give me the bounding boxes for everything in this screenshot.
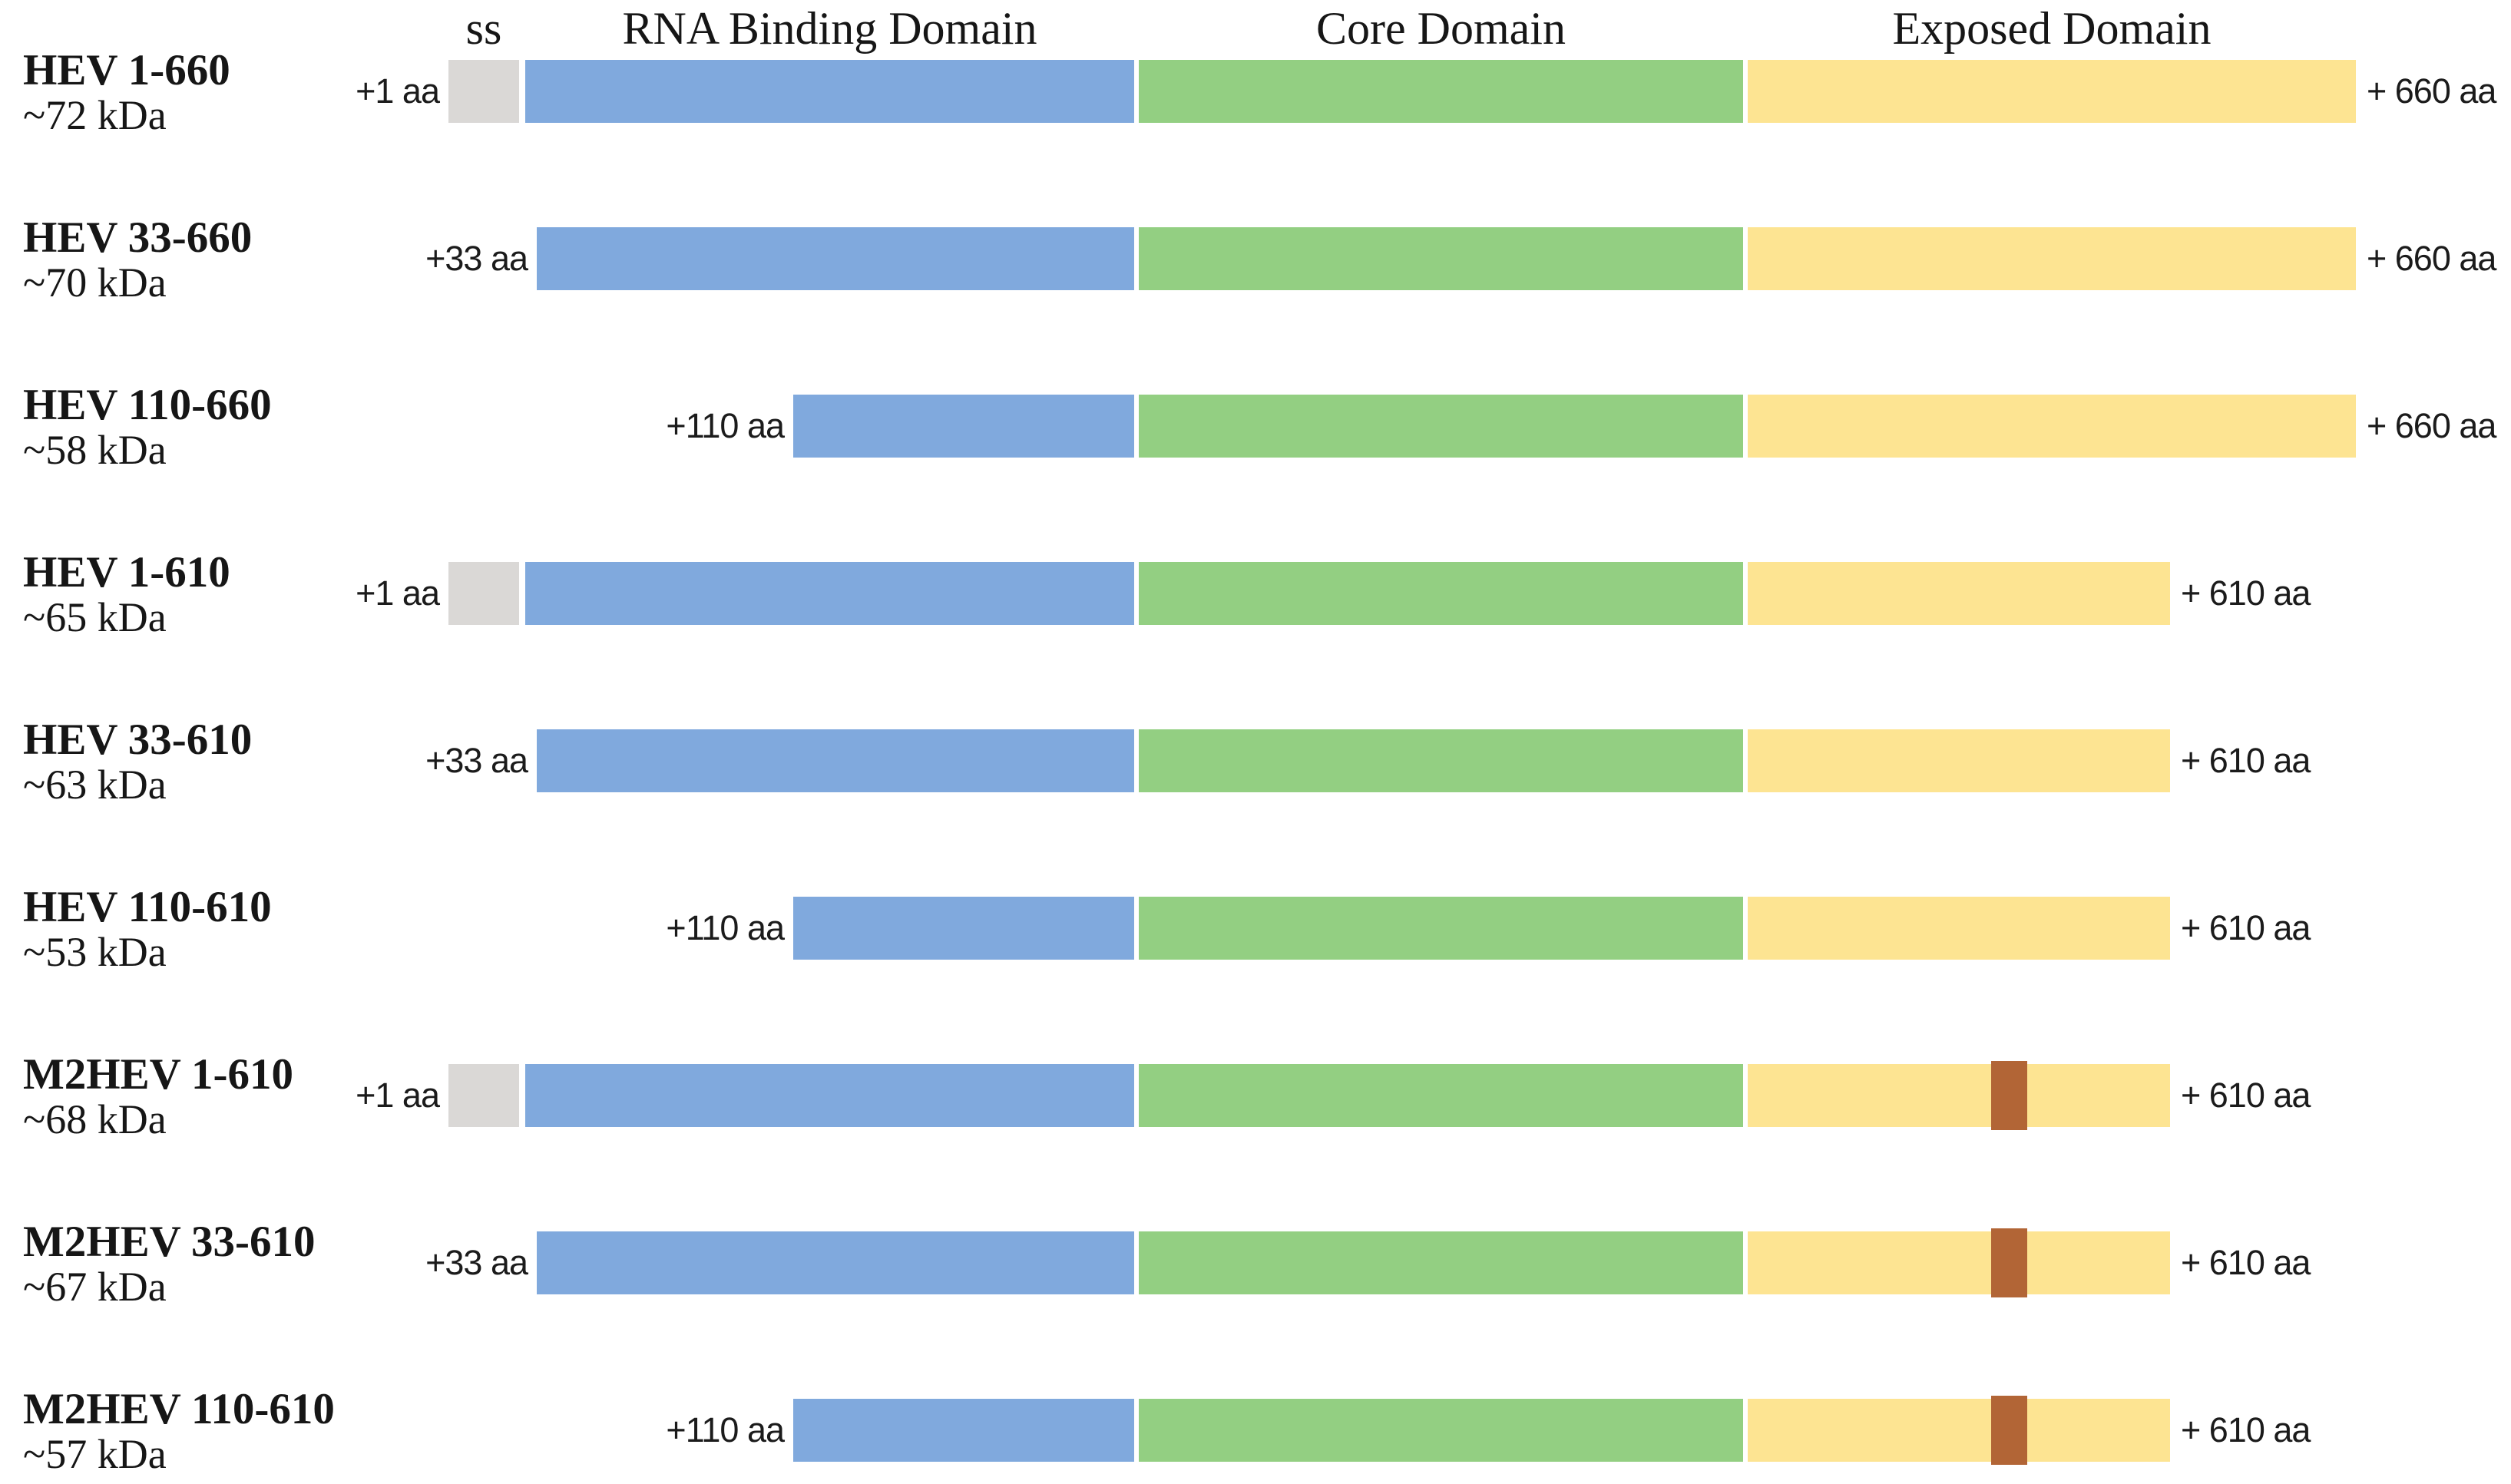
- start-aa-label: +1 aa: [356, 573, 440, 613]
- domain-segment-core: [1139, 897, 1743, 960]
- domain-segment-core: [1139, 395, 1743, 458]
- end-aa-label: + 610 aa: [2181, 1243, 2311, 1282]
- construct-mass: ~53 kDa: [23, 929, 167, 975]
- domain-segment-ss: [448, 60, 519, 123]
- domain-segment-core: [1139, 729, 1743, 792]
- column-header-core: Core Domain: [1316, 3, 1566, 54]
- domain-segment-ss: [448, 562, 519, 625]
- start-aa-label: +110 aa: [666, 406, 785, 445]
- construct-name: HEV 110-660: [23, 381, 272, 429]
- start-aa-label: +33 aa: [425, 741, 528, 780]
- domain-segment-core: [1139, 1064, 1743, 1127]
- column-header-rna: RNA Binding Domain: [622, 3, 1037, 54]
- construct-label: HEV 1-660 ~72 kDa: [23, 46, 484, 138]
- domain-segment-rna: [525, 562, 1134, 625]
- domain-segment-exposed: [1748, 1231, 2170, 1294]
- domain-segment-exposed: [1748, 729, 2170, 792]
- domain-segment-rna: [537, 1231, 1134, 1294]
- construct-label: M2HEV 33-610 ~67 kDa: [23, 1218, 484, 1310]
- domain-segment-rna: [793, 1399, 1134, 1462]
- construct-mass: ~65 kDa: [23, 594, 167, 640]
- construct-name: HEV 33-610: [23, 716, 253, 764]
- construct-name: HEV 33-660: [23, 213, 253, 262]
- construct-label: HEV 33-660 ~70 kDa: [23, 213, 484, 306]
- domain-segment-exposed: [1748, 1399, 2170, 1462]
- end-aa-label: + 610 aa: [2181, 741, 2311, 780]
- domain-segment-rna: [793, 897, 1134, 960]
- start-aa-label: +110 aa: [666, 1410, 785, 1449]
- construct-mass: ~58 kDa: [23, 427, 167, 473]
- construct-label: HEV 1-610 ~65 kDa: [23, 550, 484, 640]
- domain-segment-core: [1139, 227, 1743, 290]
- column-header-ss: ss: [465, 3, 502, 54]
- construct-name: HEV 1-660: [23, 46, 230, 94]
- end-aa-label: + 660 aa: [2367, 71, 2496, 111]
- start-aa-label: +33 aa: [425, 1243, 528, 1282]
- domain-segment-exposed: [1748, 227, 2356, 290]
- domain-segment-exposed: [1748, 562, 2170, 625]
- construct-name: HEV 110-610: [23, 883, 272, 931]
- construct-label: HEV 110-660 ~58 kDa: [23, 381, 484, 473]
- column-header-exposed: Exposed Domain: [1892, 3, 2212, 54]
- construct-mass: ~70 kDa: [23, 259, 167, 306]
- construct-mass: ~63 kDa: [23, 762, 167, 808]
- construct-label: M2HEV 110-610 ~57 kDa: [23, 1385, 484, 1477]
- construct-label: HEV 110-610 ~53 kDa: [23, 883, 484, 975]
- start-aa-label: +1 aa: [356, 71, 440, 111]
- domain-segment-core: [1139, 1231, 1743, 1294]
- end-aa-label: + 610 aa: [2181, 573, 2311, 613]
- mutation-insert-segment: [1991, 1061, 2027, 1130]
- construct-mass: ~72 kDa: [23, 92, 167, 138]
- domain-segment-exposed: [1748, 897, 2170, 960]
- start-aa-label: +33 aa: [425, 239, 528, 278]
- domain-segment-exposed: [1748, 60, 2356, 123]
- domain-segment-rna: [793, 395, 1134, 458]
- mutation-insert-segment: [1991, 1228, 2027, 1297]
- domain-segment-core: [1139, 1399, 1743, 1462]
- construct-mass: ~67 kDa: [23, 1264, 167, 1310]
- start-aa-label: +1 aa: [356, 1076, 440, 1115]
- domain-segment-rna: [537, 729, 1134, 792]
- construct-label: M2HEV 1-610 ~68 kDa: [23, 1053, 484, 1142]
- construct-name: M2HEV 33-610: [23, 1218, 316, 1266]
- domain-segment-exposed: [1748, 395, 2356, 458]
- construct-mass: ~68 kDa: [23, 1096, 167, 1142]
- domain-segment-ss: [448, 1064, 519, 1127]
- domain-segment-rna: [525, 1064, 1134, 1127]
- end-aa-label: + 610 aa: [2181, 1410, 2311, 1449]
- start-aa-label: +110 aa: [666, 908, 785, 947]
- domain-segment-rna: [525, 60, 1134, 123]
- construct-name: M2HEV 110-610: [23, 1385, 335, 1433]
- construct-label: HEV 33-610 ~63 kDa: [23, 716, 484, 808]
- domain-segment-exposed: [1748, 1064, 2170, 1127]
- construct-mass: ~57 kDa: [23, 1431, 167, 1477]
- end-aa-label: + 610 aa: [2181, 1076, 2311, 1115]
- domain-segment-core: [1139, 60, 1743, 123]
- construct-name: HEV 1-610: [23, 548, 230, 597]
- end-aa-label: + 660 aa: [2367, 239, 2496, 278]
- construct-name: M2HEV 1-610: [23, 1050, 294, 1099]
- mutation-insert-segment: [1991, 1396, 2027, 1465]
- end-aa-label: + 610 aa: [2181, 908, 2311, 947]
- domain-segment-rna: [537, 227, 1134, 290]
- domain-segment-core: [1139, 562, 1743, 625]
- end-aa-label: + 660 aa: [2367, 406, 2496, 445]
